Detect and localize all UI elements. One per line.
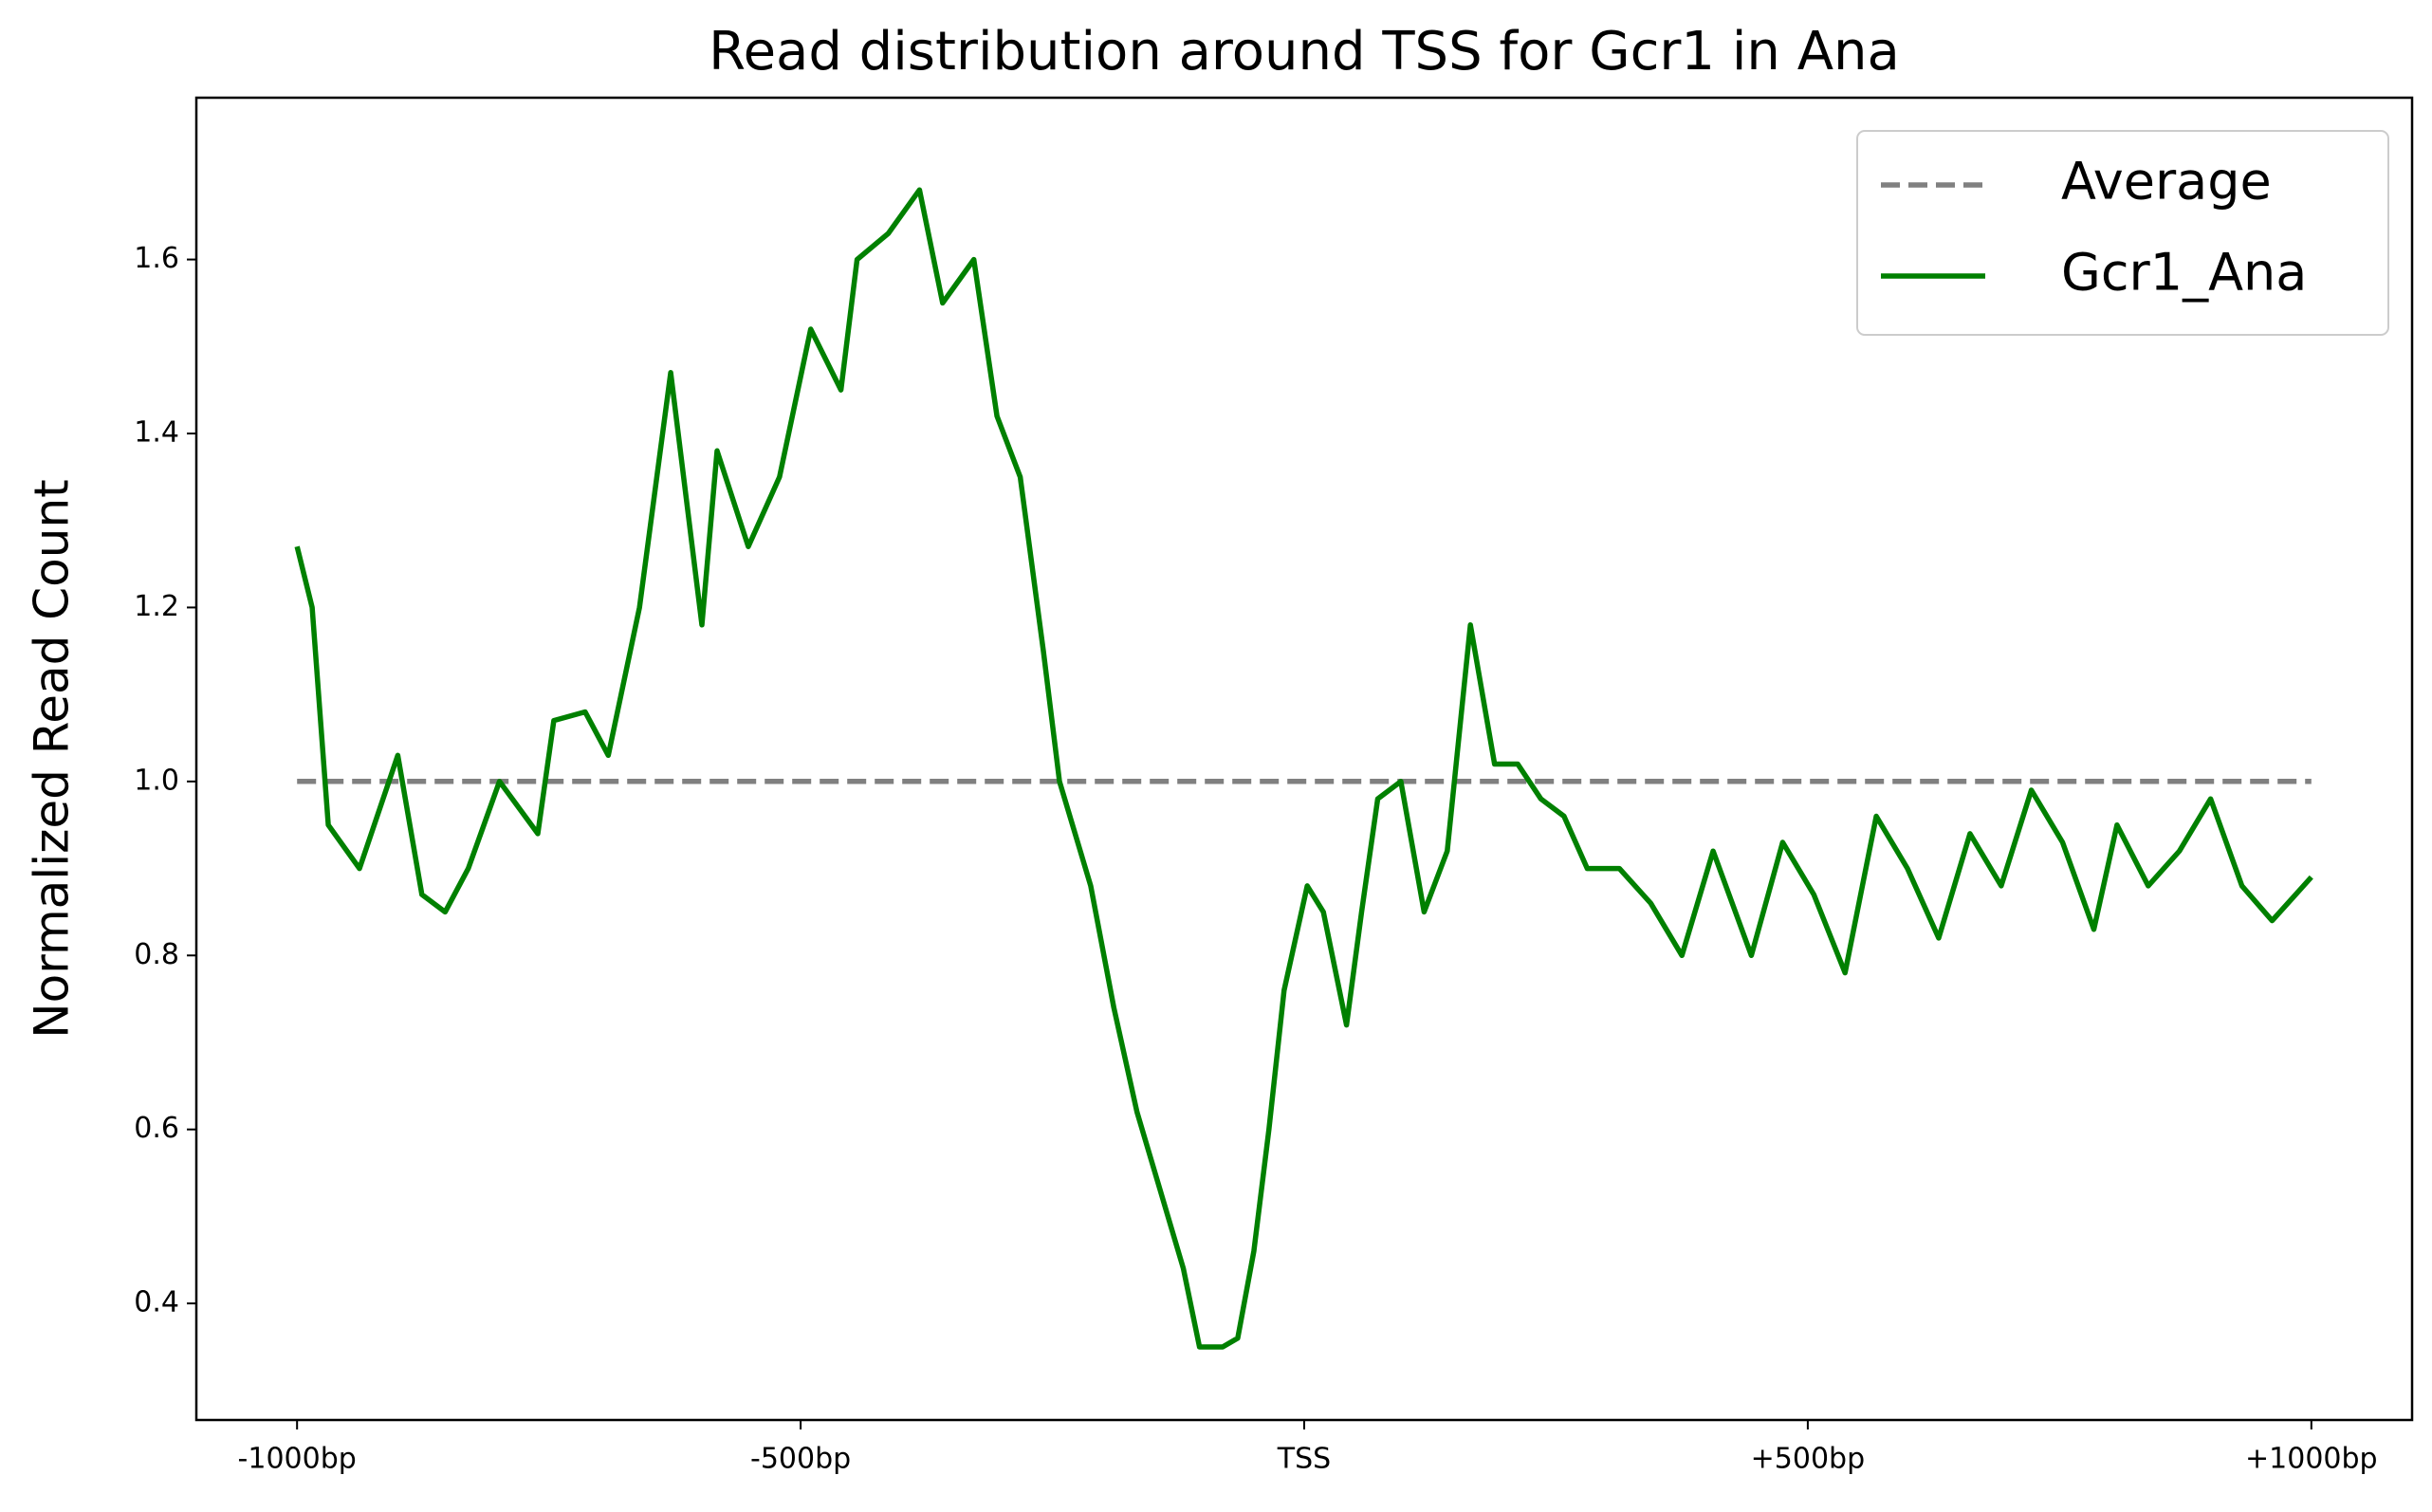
x-tick-label: TSS — [1277, 1443, 1331, 1476]
x-tick-label: -1000bp — [238, 1443, 357, 1476]
y-tick-label: 1.2 — [134, 590, 179, 623]
y-tick-label: 1.6 — [134, 242, 179, 275]
y-tick-label: 0.8 — [134, 938, 179, 971]
chart-title: Read distribution around TSS for Gcr1 in… — [709, 21, 1900, 83]
x-tick-label: +1000bp — [2245, 1443, 2378, 1476]
legend-box — [1856, 130, 2389, 336]
y-tick-label: 1.4 — [134, 416, 179, 450]
x-tick-label: -500bp — [750, 1443, 851, 1476]
series-line — [294, 187, 2313, 1350]
x-tick-label: +500bp — [1751, 1443, 1865, 1476]
y-tick-label: 0.6 — [134, 1112, 179, 1145]
y-tick-label: 0.4 — [134, 1286, 179, 1319]
y-tick-label: 1.0 — [134, 764, 179, 797]
y-axis-label: Normalized Read Count — [25, 479, 80, 1038]
legend-label: Gcr1_Ana — [2061, 243, 2307, 303]
legend-label: Average — [2061, 152, 2272, 212]
